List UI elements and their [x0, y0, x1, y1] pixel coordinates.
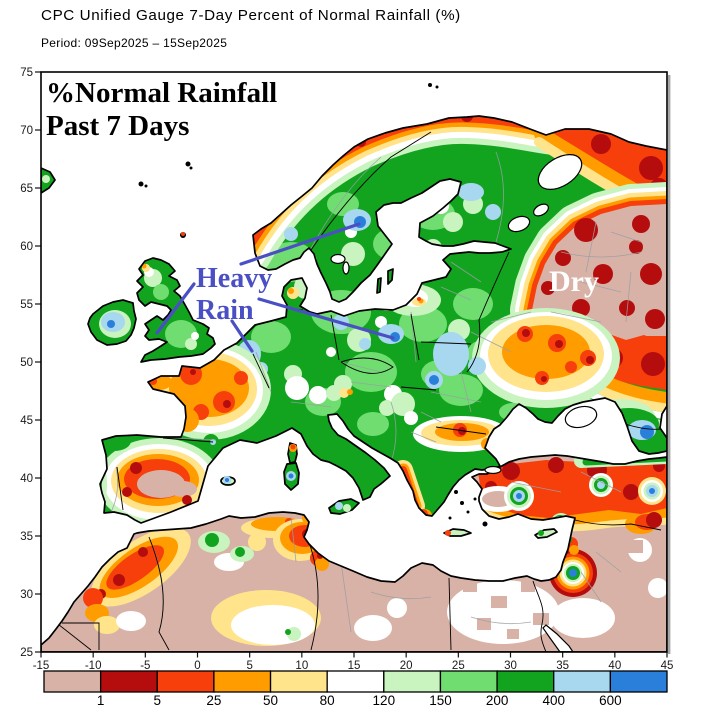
- legend-cell: [156, 670, 215, 693]
- legend-cell: [269, 670, 328, 693]
- legend-cell: [553, 670, 612, 693]
- map-overlay-title-line2: Past 7 Days: [46, 110, 189, 142]
- legend-boundary-label: 50: [263, 693, 278, 708]
- map-area: Heavy Rain Dry %Normal Rainfall Past 7 D…: [40, 71, 668, 653]
- lon-tick-label: 45: [661, 660, 674, 672]
- lat-tick-label: 60: [20, 241, 33, 253]
- legend-cell: [43, 670, 102, 693]
- lat-tick-label: 50: [20, 357, 33, 369]
- white-sea: [537, 154, 583, 190]
- lon-tick-label: 25: [452, 660, 465, 672]
- legend-boundary-label: 400: [542, 693, 565, 708]
- lon-tick-label: 0: [194, 660, 200, 672]
- lat-tick-label: 75: [20, 67, 33, 79]
- color-legend-labels: 1 5 25 50 80 120 150 200 400 600: [97, 693, 622, 708]
- lon-tick-label: 10: [295, 660, 308, 672]
- lat-tick-label: 35: [20, 531, 33, 543]
- lon-tick-label: 5: [246, 660, 252, 672]
- leader-line-sweden: [239, 222, 361, 266]
- legend-boundary-label: 80: [320, 693, 335, 708]
- leader-line-benelux: [230, 319, 254, 353]
- lon-tick-label: -10: [85, 660, 102, 672]
- lon-tick-label: 15: [348, 660, 361, 672]
- lat-tick-label: 25: [20, 647, 33, 659]
- legend-boundary-label: 120: [373, 693, 396, 708]
- lat-tick-label: 30: [20, 589, 33, 601]
- legend-boundary-label: 150: [429, 693, 452, 708]
- lon-tick-label: -5: [140, 660, 150, 672]
- heavy-rain-label-line2: Rain: [196, 295, 254, 326]
- page-title: CPC Unified Gauge 7-Day Percent of Norma…: [41, 7, 461, 24]
- legend-cell: [99, 670, 158, 693]
- lat-tick-label: 45: [20, 415, 33, 427]
- legend-boundary-label: 600: [599, 693, 622, 708]
- legend-boundary-label: 5: [154, 693, 162, 708]
- heavy-rain-callout: Heavy Rain: [155, 222, 395, 353]
- leader-line-england: [155, 282, 196, 335]
- legend-cell: [439, 670, 498, 693]
- lat-tick-label: 70: [20, 125, 33, 137]
- map-frame: [40, 71, 668, 653]
- lon-tick-label: 20: [400, 660, 413, 672]
- map-overlay-title-line1: %Normal Rainfall: [46, 77, 277, 109]
- small-islands: [41, 83, 488, 527]
- lon-tick-label: -15: [33, 660, 50, 672]
- longitude-axis: -15 -10 -5 0 5 10 15 20 25 30 35 40 45: [33, 652, 674, 672]
- legend-cell: [213, 670, 272, 693]
- lon-tick-label: 40: [608, 660, 621, 672]
- legend-cell: [326, 670, 385, 693]
- legend-boundary-label: 25: [206, 693, 221, 708]
- color-legend: [43, 670, 668, 693]
- mediterranean-islands: [220, 442, 558, 539]
- lat-tick-label: 65: [20, 183, 33, 195]
- frame-shadow: [668, 75, 671, 654]
- latitude-axis: 75 70 65 60 55 50 45 40 35 30 25: [20, 67, 41, 659]
- dry-label: Dry: [549, 265, 599, 298]
- period-label: Period: 09Sep2025 – 15Sep2025: [41, 36, 227, 50]
- legend-boundary-label: 1: [97, 693, 105, 708]
- lon-tick-label: 35: [556, 660, 569, 672]
- legend-cell: [383, 670, 442, 693]
- heavy-rain-label-line1: Heavy: [196, 263, 272, 294]
- lat-tick-label: 55: [20, 299, 33, 311]
- leader-line-poland: [257, 297, 395, 340]
- sea-of-azov: [564, 405, 598, 429]
- legend-cell: [496, 670, 555, 693]
- lat-tick-label: 40: [20, 473, 33, 485]
- lon-tick-label: 30: [504, 660, 517, 672]
- legend-cell: [609, 670, 668, 693]
- legend-boundary-label: 200: [486, 693, 509, 708]
